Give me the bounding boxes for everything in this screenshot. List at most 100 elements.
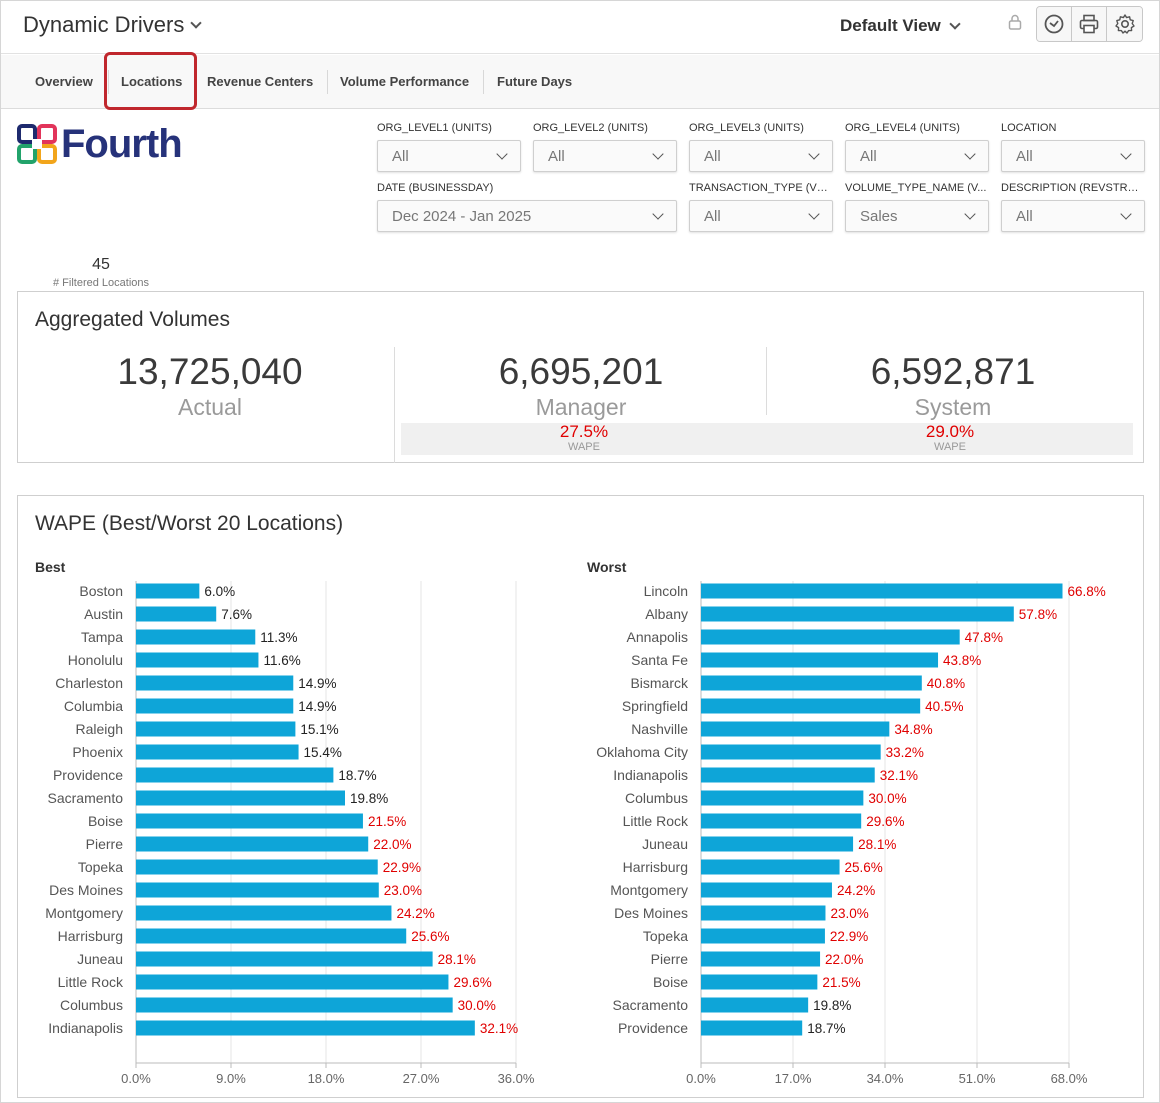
filter-dropdown[interactable]: All xyxy=(1001,200,1145,232)
bar[interactable] xyxy=(136,583,200,599)
tab-divider xyxy=(483,70,484,94)
dashboard-title-dropdown[interactable]: Dynamic Drivers xyxy=(23,12,203,38)
category-label: Sacramento xyxy=(48,790,124,806)
bar[interactable] xyxy=(136,836,369,852)
bar[interactable] xyxy=(136,859,378,875)
x-tick-label: 36.0% xyxy=(498,1071,535,1086)
filter-value: All xyxy=(704,148,721,165)
data-label: 43.8% xyxy=(943,653,981,668)
filtered-locations-label: # Filtered Locations xyxy=(53,277,149,289)
bar[interactable] xyxy=(136,905,392,921)
bar[interactable] xyxy=(136,928,407,944)
data-label: 33.2% xyxy=(886,745,924,760)
actual-value: 13,725,040 xyxy=(117,351,303,392)
tab-volume-performance[interactable]: Volume Performance xyxy=(340,74,470,89)
category-label: Boise xyxy=(653,974,688,990)
tab-locations[interactable]: Locations xyxy=(121,74,183,89)
filter-dropdown[interactable]: Sales xyxy=(845,200,989,232)
filter-dropdown[interactable]: All xyxy=(689,140,833,172)
bar[interactable] xyxy=(136,744,299,760)
bar[interactable] xyxy=(701,836,854,852)
bar[interactable] xyxy=(701,721,890,737)
data-label: 22.9% xyxy=(830,929,868,944)
data-label: 30.0% xyxy=(868,791,906,806)
bar[interactable] xyxy=(701,997,809,1013)
bar[interactable] xyxy=(701,652,939,668)
filter-label: ORG_LEVEL3 (UNITS) xyxy=(689,122,804,134)
bar[interactable] xyxy=(701,767,875,783)
bar[interactable] xyxy=(136,951,433,967)
bar[interactable] xyxy=(701,882,832,898)
bar[interactable] xyxy=(701,813,862,829)
data-label: 14.9% xyxy=(298,676,336,691)
bar[interactable] xyxy=(136,882,379,898)
tab-revenue-centers[interactable]: Revenue Centers xyxy=(207,74,314,89)
bar[interactable] xyxy=(136,997,453,1013)
filter-dropdown[interactable]: Dec 2024 - Jan 2025 xyxy=(377,200,677,232)
top-bar: Dynamic Drivers Default View xyxy=(1,1,1159,54)
bar[interactable] xyxy=(136,698,294,714)
tab-divider xyxy=(108,70,109,94)
bar[interactable] xyxy=(136,652,259,668)
tab-overview[interactable]: Overview xyxy=(35,74,93,89)
gear-icon xyxy=(1114,14,1135,34)
category-label: Juneau xyxy=(642,836,688,852)
filter-dropdown[interactable]: All xyxy=(533,140,677,172)
schedule-button[interactable] xyxy=(1037,7,1072,41)
bar[interactable] xyxy=(136,767,334,783)
bar[interactable] xyxy=(136,813,363,829)
lock-icon[interactable] xyxy=(1008,14,1022,30)
tab-divider xyxy=(327,70,328,94)
bar[interactable] xyxy=(136,974,449,990)
bar[interactable] xyxy=(701,698,921,714)
bar[interactable] xyxy=(701,928,825,944)
bar[interactable] xyxy=(701,790,864,806)
filter-dropdown[interactable]: All xyxy=(845,140,989,172)
bar[interactable] xyxy=(701,859,840,875)
bar[interactable] xyxy=(701,629,960,645)
bar[interactable] xyxy=(136,675,294,691)
bar[interactable] xyxy=(136,606,217,622)
bar[interactable] xyxy=(701,583,1063,599)
filter-dropdown[interactable]: All xyxy=(1001,140,1145,172)
filter-dropdown[interactable]: All xyxy=(689,200,833,232)
wape-panel-title: WAPE (Best/Worst 20 Locations) xyxy=(35,512,344,535)
bar[interactable] xyxy=(701,974,818,990)
aggregated-volumes-panel: Aggregated Volumes 13,725,040 Actual 6,6… xyxy=(17,291,1144,463)
bar[interactable] xyxy=(701,1020,803,1036)
dashboard-title: Dynamic Drivers xyxy=(23,12,185,37)
bar[interactable] xyxy=(701,951,821,967)
bar[interactable] xyxy=(136,1020,475,1036)
system-value: 6,592,871 xyxy=(870,351,1036,392)
filter-org-level3: ORG_LEVEL3 (UNITS) All xyxy=(689,122,833,172)
category-label: Columbus xyxy=(625,790,688,806)
category-label: Phoenix xyxy=(72,744,123,760)
data-label: 11.3% xyxy=(260,630,297,645)
data-label: 40.5% xyxy=(925,699,963,714)
bar[interactable] xyxy=(701,606,1014,622)
filter-dropdown[interactable]: All xyxy=(377,140,521,172)
bar[interactable] xyxy=(701,675,922,691)
data-label: 57.8% xyxy=(1019,607,1057,622)
bar[interactable] xyxy=(701,905,826,921)
chevron-down-icon xyxy=(652,148,664,160)
category-label: Harrisburg xyxy=(58,928,123,944)
category-label: Topeka xyxy=(78,859,123,875)
bar[interactable] xyxy=(136,629,256,645)
print-button[interactable] xyxy=(1072,7,1107,41)
settings-button[interactable] xyxy=(1107,7,1142,41)
system-wape-label: WAPE xyxy=(934,441,966,453)
x-tick-label: 9.0% xyxy=(216,1071,246,1086)
data-label: 34.8% xyxy=(894,722,932,737)
bar[interactable] xyxy=(136,721,296,737)
view-selector[interactable]: Default View xyxy=(840,16,961,36)
chevron-down-icon xyxy=(1120,208,1132,220)
category-label: Little Rock xyxy=(623,813,689,829)
print-icon xyxy=(1079,14,1099,34)
filter-value: All xyxy=(392,148,409,165)
bar[interactable] xyxy=(701,744,881,760)
filter-description: DESCRIPTION (REVSTREA... All xyxy=(1001,182,1145,232)
category-label: Columbia xyxy=(64,698,123,714)
tab-future-days[interactable]: Future Days xyxy=(497,74,573,89)
bar[interactable] xyxy=(136,790,345,806)
